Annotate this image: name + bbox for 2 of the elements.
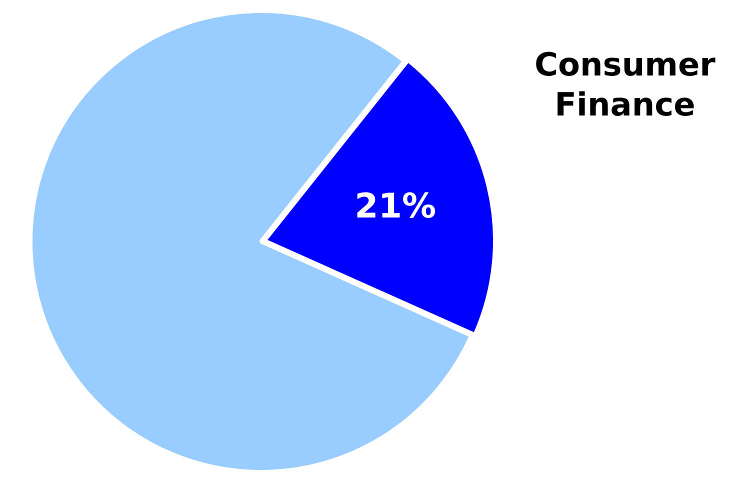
slice-label: Consumer Finance [534, 45, 716, 124]
data-label: 21% [354, 186, 436, 227]
